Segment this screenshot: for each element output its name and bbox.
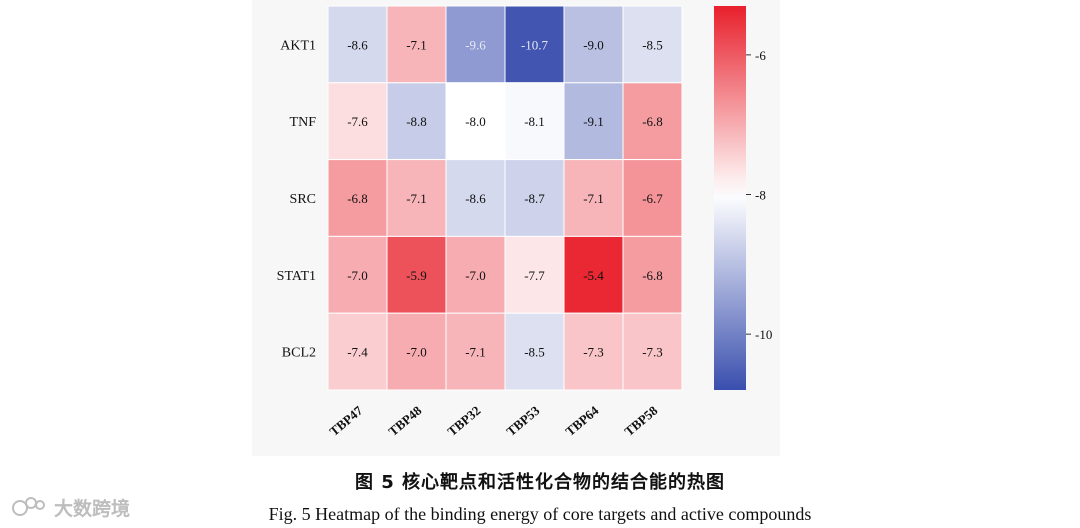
- heatmap-cell: [622, 159, 683, 237]
- colorbar-tick-label: -10: [755, 327, 772, 342]
- heatmap-cell: [386, 159, 447, 237]
- column-label: TBP32: [444, 403, 483, 439]
- cell-value-label: -7.1: [583, 191, 604, 206]
- column-label: TBP47: [326, 402, 365, 438]
- cell-value-label: -8.6: [347, 37, 368, 52]
- cell-value-label: -10.7: [521, 37, 549, 52]
- watermark-icon: [12, 497, 45, 516]
- cell-value-label: -5.4: [583, 268, 604, 283]
- cell-value-label: -8.5: [524, 345, 545, 360]
- cell-value-label: -7.4: [347, 345, 368, 360]
- heatmap-cell: [445, 235, 506, 314]
- cell-value-label: -7.0: [406, 345, 427, 360]
- row-label: TNF: [290, 115, 317, 130]
- cell-value-label: -8.8: [406, 114, 427, 129]
- colorbar-tick-label: -6: [755, 48, 766, 63]
- heatmap-cell: [504, 82, 565, 161]
- watermark-text: 大数跨境: [54, 497, 130, 520]
- heatmap-cell: [445, 5, 506, 84]
- cell-value-label: -8.0: [465, 114, 486, 129]
- column-label: TBP53: [503, 402, 542, 438]
- column-label: TBP64: [562, 402, 601, 438]
- cell-value-label: -6.8: [642, 114, 663, 129]
- cell-value-label: -8.6: [465, 191, 486, 206]
- heatmap-cell: [622, 5, 683, 84]
- column-label: TBP48: [385, 402, 424, 438]
- row-label: STAT1: [277, 269, 316, 284]
- figure-caption-chinese: 图 5 核心靶点和活性化合物的结合能的热图: [354, 472, 726, 493]
- cell-value-label: -7.6: [347, 114, 368, 129]
- cell-value-label: -7.0: [347, 268, 368, 283]
- row-label: AKT1: [280, 38, 316, 53]
- cell-value-label: -7.1: [406, 37, 427, 52]
- cell-value-label: -7.1: [406, 191, 427, 206]
- heatmap-cell: [386, 82, 447, 161]
- cell-value-label: -8.7: [524, 191, 545, 206]
- figure-caption-english: Fig. 5 Heatmap of the binding energy of …: [268, 504, 812, 524]
- heatmap-cell: [563, 159, 624, 237]
- cell-value-label: -7.3: [583, 345, 604, 360]
- heatmap-cell: [504, 312, 565, 391]
- cell-value-label: -5.9: [406, 268, 427, 283]
- cell-value-label: -7.3: [642, 345, 663, 360]
- cell-value-label: -8.1: [524, 114, 545, 129]
- cell-value-label: -7.1: [465, 345, 486, 360]
- cell-value-label: -7.0: [465, 268, 486, 283]
- cell-value-label: -6.7: [642, 191, 663, 206]
- heatmap-cell: [504, 5, 565, 84]
- cell-value-label: -7.7: [524, 268, 545, 283]
- heatmap-cell: [563, 235, 624, 314]
- cell-value-label: -9.6: [465, 37, 486, 52]
- watermark-logo: 大数跨境: [12, 497, 130, 520]
- cell-value-label: -8.5: [642, 37, 663, 52]
- column-label: TBP58: [621, 402, 660, 438]
- row-label: BCL2: [282, 346, 316, 361]
- heatmap-chart: -8.6 -7.1 -9.6 -10.7 -9.0 -8.5 -7.6 -8.8 -8.0 -8.…: [277, 5, 772, 439]
- heatmap-cell: [622, 82, 683, 161]
- heatmap-cell: [327, 312, 388, 391]
- figure-panel: -8.6 -7.1 -9.6 -10.7 -9.0 -8.5 -7.6 -8.8 -8.0 -8.…: [252, 0, 780, 456]
- heatmap-cell: [327, 235, 388, 314]
- heatmap-cell: [445, 312, 506, 391]
- row-label: SRC: [290, 192, 316, 207]
- heatmap-cell: [386, 5, 447, 84]
- cell-value-label: -6.8: [642, 268, 663, 283]
- heatmap-cell: [504, 235, 565, 314]
- heatmap-cell: [327, 5, 388, 84]
- heatmap-cell: [622, 312, 683, 391]
- cell-value-label: -6.8: [347, 191, 368, 206]
- cell-value-label: -9.0: [583, 37, 604, 52]
- heatmap-cell: [563, 312, 624, 391]
- heatmap-cell: [386, 235, 447, 314]
- cell-value-label: -9.1: [583, 114, 604, 129]
- colorbar: [714, 6, 746, 390]
- heatmap-cell: [622, 235, 683, 314]
- colorbar-tick-label: -8: [755, 188, 766, 203]
- heatmap-cell: [504, 159, 565, 237]
